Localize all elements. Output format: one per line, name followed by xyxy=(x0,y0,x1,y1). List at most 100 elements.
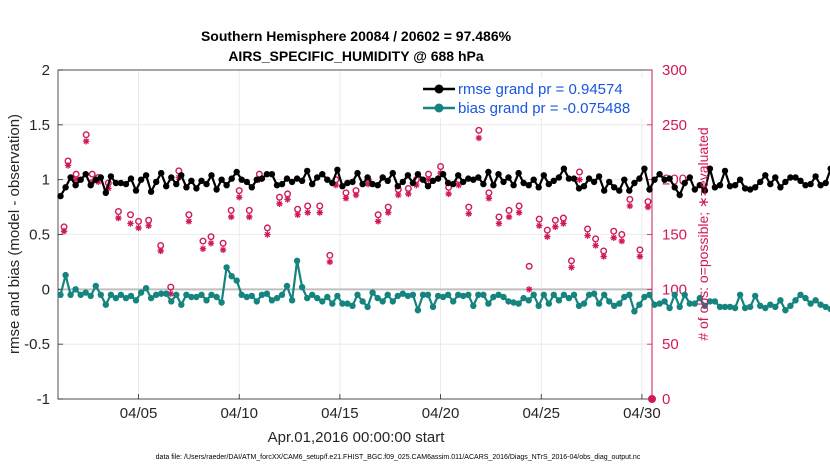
rmse-point xyxy=(726,183,734,190)
rmse-point xyxy=(525,182,532,189)
rmse-point xyxy=(580,183,588,190)
bias-point xyxy=(112,294,120,302)
bias-point xyxy=(666,304,673,312)
rmse-point xyxy=(293,175,301,182)
rmse-point xyxy=(112,179,120,187)
obs-evaluated-marker xyxy=(568,264,575,271)
rmse-point xyxy=(122,180,130,188)
rmse-point xyxy=(797,177,804,184)
rmse-point xyxy=(409,179,417,187)
obs-evaluated-marker xyxy=(374,218,382,225)
bias-point xyxy=(359,298,366,305)
rmse-point xyxy=(233,168,240,176)
obs-evaluated-marker xyxy=(276,200,283,207)
bias-point xyxy=(646,291,653,298)
obs-evaluated-marker xyxy=(127,220,134,227)
rmse-point xyxy=(777,184,784,191)
rmse-point xyxy=(314,174,321,181)
bias-point xyxy=(97,291,105,298)
rmse-point xyxy=(716,182,724,189)
obs-evaluated-marker xyxy=(536,222,543,229)
obs-evaluated-marker xyxy=(304,209,311,216)
bias-point xyxy=(248,292,255,300)
obs-evaluated-marker xyxy=(332,181,340,189)
bias-point xyxy=(419,291,427,298)
obs-evaluated-marker xyxy=(342,195,350,202)
obs-evaluated-marker xyxy=(395,191,402,199)
obs-possible-marker xyxy=(235,187,243,195)
bias-point xyxy=(107,291,115,298)
rmse-point xyxy=(374,182,381,189)
bias-series-line xyxy=(59,259,830,313)
bias-point xyxy=(379,298,386,305)
rmse-point xyxy=(339,183,346,190)
obs-evaluated-marker xyxy=(135,224,142,232)
bias-point xyxy=(641,293,648,301)
bias-point xyxy=(661,298,668,305)
bias-point xyxy=(475,291,482,298)
bias-point xyxy=(601,291,608,298)
rmse-point xyxy=(480,180,487,188)
bias-point xyxy=(480,291,487,298)
bias-point xyxy=(490,293,497,301)
bias-point xyxy=(797,291,804,298)
legend: rmse grand pr = 0.94574 bias grand pr = … xyxy=(420,78,650,118)
rmse-point xyxy=(142,172,150,179)
bias-point xyxy=(590,290,598,297)
obs-evaluated-marker xyxy=(475,134,483,142)
obs-possible-marker xyxy=(88,170,96,178)
rmse-point xyxy=(324,176,331,183)
y-tick-label: 2 xyxy=(42,62,50,79)
bias-point xyxy=(218,299,225,306)
bias-point xyxy=(741,304,749,312)
rmse-point xyxy=(147,188,155,195)
bias-point xyxy=(349,302,356,309)
bias-point xyxy=(389,298,396,305)
obs-evaluated-marker xyxy=(610,234,617,241)
bias-point xyxy=(782,307,789,314)
rmse-point xyxy=(424,183,432,190)
obs-evaluated-marker xyxy=(64,162,72,169)
bias-point xyxy=(122,294,130,302)
obs-possible-marker xyxy=(126,211,134,219)
rmse-point xyxy=(183,184,190,191)
bias-point xyxy=(82,289,89,296)
y-tick-label: -1 xyxy=(37,391,50,408)
y-right-tick-label: 150 xyxy=(662,227,687,244)
legend-rmse-marker xyxy=(434,84,444,94)
bias-point xyxy=(757,302,764,309)
rmse-point xyxy=(752,184,759,191)
bias-point xyxy=(515,300,522,307)
y-axis-label-right: # of obs: o=possible; ∗=evaluated xyxy=(695,127,711,340)
obs-evaluated-marker xyxy=(95,178,102,186)
obs-possible-marker xyxy=(326,251,334,259)
bias-point xyxy=(354,291,361,298)
rmse-point xyxy=(590,178,598,186)
bias-point xyxy=(168,298,175,305)
bias-point xyxy=(747,303,754,311)
bias-point xyxy=(188,293,195,301)
rmse-point xyxy=(309,180,316,188)
rmse-point xyxy=(711,184,719,191)
rmse-point xyxy=(404,172,412,179)
legend-bias-marker xyxy=(434,103,444,113)
rmse-point xyxy=(505,174,512,181)
obs-evaluated-marker xyxy=(167,290,174,297)
obs-possible-marker xyxy=(437,163,445,171)
bias-point xyxy=(465,291,472,298)
bias-point xyxy=(344,300,351,307)
rmse-point xyxy=(510,182,517,189)
obs-evaluated-marker xyxy=(445,190,452,198)
bias-point xyxy=(329,300,336,307)
obs-evaluated-marker xyxy=(284,196,291,203)
obs-evaluated-marker xyxy=(72,176,80,183)
rmse-point xyxy=(193,185,200,192)
bias-point xyxy=(686,300,693,307)
rmse-point xyxy=(560,165,568,172)
obs-possible-marker xyxy=(404,184,412,192)
obs-possible-marker xyxy=(82,131,90,139)
rmse-point xyxy=(419,176,427,183)
obs-possible-marker xyxy=(505,206,513,214)
grid xyxy=(58,69,652,400)
bias-point xyxy=(792,297,799,304)
